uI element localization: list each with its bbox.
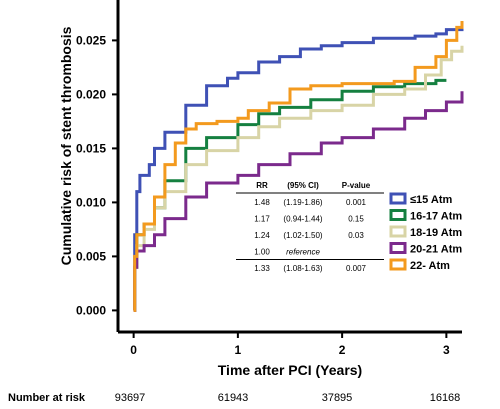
series-line	[133, 91, 464, 312]
table-header: P-value	[342, 181, 371, 190]
table-cell: 1.24	[254, 231, 270, 240]
series-line	[133, 21, 464, 312]
legend: ≤15 Atm 16-17 Atm 18-19 Atm 20-21 Atm 22- At…	[389, 192, 462, 272]
legend-swatch	[389, 242, 407, 254]
table-cell: (1.19-1.86)	[283, 198, 322, 207]
table-header: RR	[256, 181, 268, 190]
y-tick-label: 0.005	[76, 249, 106, 263]
table-cell: (1.08-1.63)	[283, 264, 322, 273]
table-header: (95% CI)	[287, 181, 319, 190]
number-at-risk: Number at risk 93697 61943 37895 16168	[8, 392, 460, 404]
x-tick-label: 3	[443, 343, 450, 357]
table-cell: reference	[286, 248, 320, 257]
y-tick-label: 0.000	[76, 303, 106, 317]
risk-value: 61943	[218, 392, 249, 404]
chart-axes: 0.000 0.005 0.010 0.015 0.020 0.025 0 1 2 3	[76, 0, 462, 357]
y-tick-label: 0.020	[76, 87, 106, 101]
table-cell: 1.33	[254, 264, 270, 273]
x-tick-label: 2	[339, 343, 346, 357]
legend-swatch	[389, 225, 407, 238]
table-cell: 0.001	[346, 198, 367, 207]
table-cell: 1.00	[254, 248, 270, 257]
legend-label: 22- Atm	[410, 260, 450, 272]
x-tick-label: 0	[130, 343, 137, 357]
series-lines	[133, 21, 464, 312]
legend-label: 18-19 Atm	[410, 227, 462, 239]
y-tick-label: 0.025	[76, 33, 106, 47]
legend-swatch	[389, 192, 407, 205]
rr-table: RR (95% CI) P-value 1.48 (1.19-1.86) 0.001 1.1…	[236, 181, 384, 273]
risk-value: 16168	[430, 392, 461, 404]
legend-swatch	[389, 258, 407, 271]
table-cell: 0.15	[348, 215, 364, 224]
legend-label: 16-17 Atm	[410, 211, 462, 223]
risk-value: 93697	[115, 392, 146, 404]
risk-label: Number at risk	[8, 392, 86, 404]
legend-label: 20-21 Atm	[410, 244, 462, 256]
y-tick-label: 0.010	[76, 195, 106, 209]
y-axis-title: Cumulative risk of stent thrombosis	[58, 26, 74, 265]
y-tick-label: 0.015	[76, 141, 106, 155]
table-cell: 1.17	[254, 215, 270, 224]
table-cell: (0.94-1.44)	[283, 215, 322, 224]
x-axis-title: Time after PCI (Years)	[218, 362, 362, 378]
table-cell: 0.03	[348, 231, 364, 240]
legend-label: ≤15 Atm	[410, 194, 453, 206]
x-tick-label: 1	[235, 343, 242, 357]
table-cell: 0.007	[346, 264, 367, 273]
series-line	[133, 27, 464, 312]
table-cell: 1.48	[254, 198, 270, 207]
risk-value: 37895	[322, 392, 353, 404]
table-cell: (1.02-1.50)	[283, 231, 322, 240]
legend-swatch	[389, 209, 407, 221]
